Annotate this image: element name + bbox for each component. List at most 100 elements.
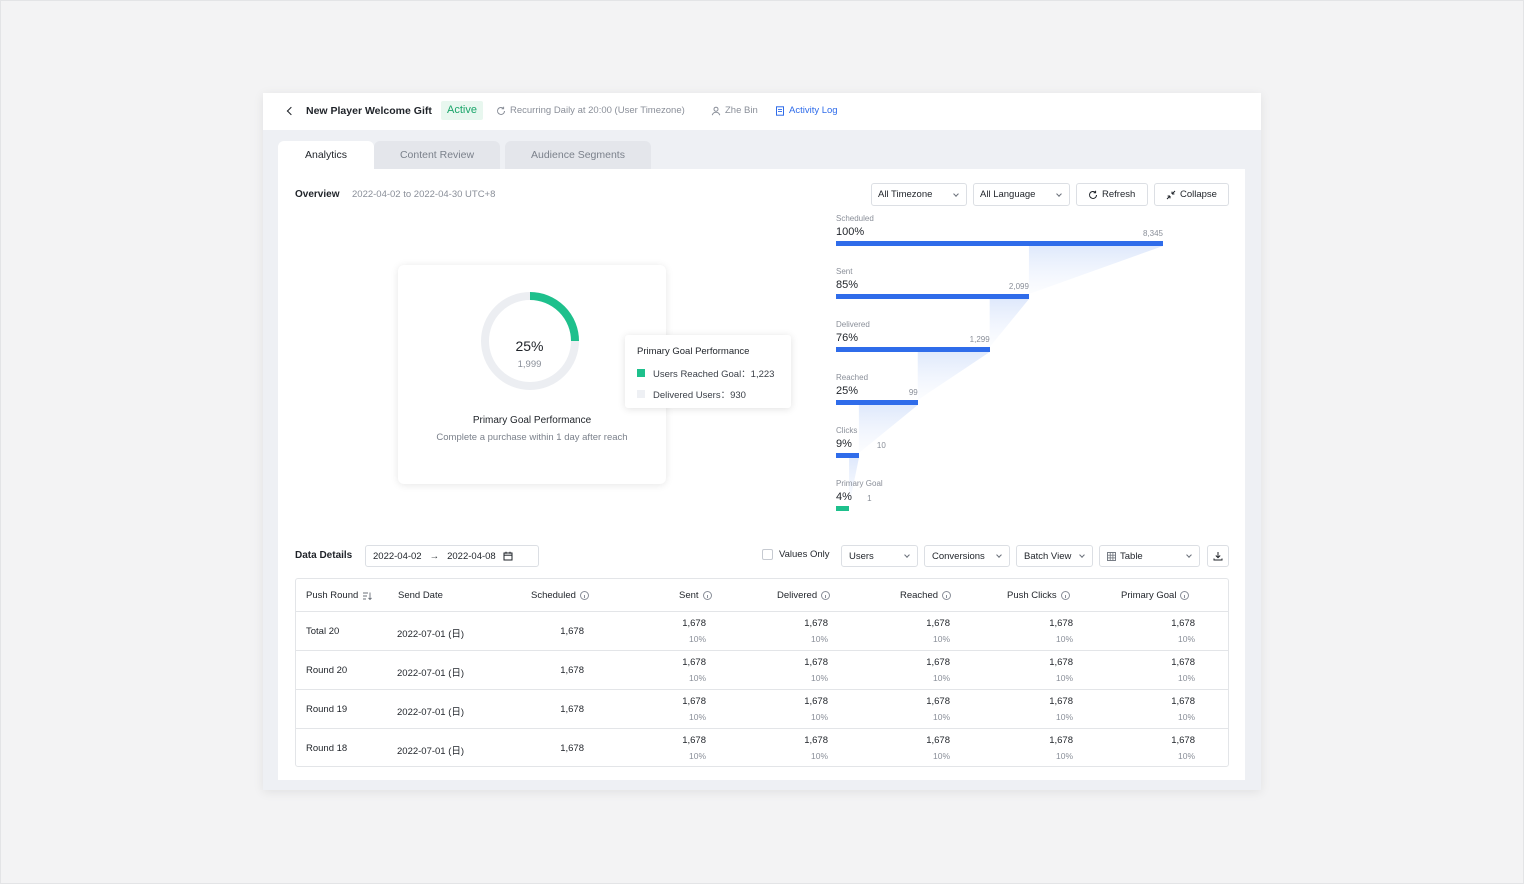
info-icon[interactable] — [1180, 591, 1190, 600]
cell-clicks-percent: 10% — [1055, 751, 1073, 761]
table-row[interactable]: Round 19 2022-07-01 (日) 1,678 1,678 10% 1,678… — [296, 690, 1228, 729]
cell-clicks-percent: 10% — [1055, 634, 1073, 644]
cell-push-round: Total 20 — [306, 626, 340, 637]
batch-view-select[interactable]: Batch View — [1016, 545, 1093, 567]
header-delivered-label: Delivered — [777, 590, 818, 601]
tab-audience-segments[interactable]: Audience Segments — [505, 141, 651, 169]
primary-goal-card: 25% 1,999 Primary Goal Performance Compl… — [398, 265, 666, 484]
cell-reached-value: 1,678 — [926, 618, 950, 629]
overview-range: 2022-04-02 to 2022-04-30 UTC+8 — [352, 189, 496, 200]
cell-push-round: Round 20 — [306, 665, 348, 676]
cell-clicks-percent: 10% — [1055, 712, 1073, 722]
funnel-stage-percent: 76% — [836, 332, 859, 344]
cell-delivered-percent: 10% — [810, 673, 828, 683]
values-only-checkbox[interactable] — [762, 549, 773, 560]
cell-scheduled: 1,678 — [560, 665, 584, 676]
sort-icon[interactable] — [362, 591, 373, 601]
cell-scheduled: 1,678 — [560, 626, 584, 637]
info-icon[interactable] — [942, 591, 952, 600]
language-select[interactable]: All Language — [973, 183, 1070, 206]
chevron-down-icon — [1056, 191, 1062, 197]
cell-sent-value: 1,678 — [682, 696, 706, 707]
view-mode-value: Table — [1120, 550, 1143, 562]
cell-sent-percent: 10% — [688, 673, 706, 683]
cell-sent-percent: 10% — [688, 634, 706, 644]
funnel-stage-label: Sent — [836, 267, 853, 276]
activity-log-link[interactable]: Activity Log — [775, 105, 838, 116]
cell-send-date: 2022-07-01 (日) — [397, 668, 465, 679]
cell-reached-percent: 10% — [932, 673, 950, 683]
header-push-clicks-label: Push Clicks — [1007, 590, 1057, 601]
legend-swatch-delivered — [637, 390, 645, 398]
cell-clicks-value: 1,678 — [1049, 618, 1073, 629]
cell-goal-percent: 10% — [1177, 634, 1195, 644]
download-button[interactable] — [1207, 545, 1229, 567]
header-send-date: Send Date — [398, 590, 443, 601]
table-row[interactable]: Round 18 2022-07-01 (日) 1,678 1,678 10% 1,678… — [296, 729, 1228, 766]
values-only-toggle[interactable]: Values Only — [762, 549, 830, 560]
calendar-icon — [503, 551, 513, 561]
collapse-icon — [1166, 190, 1176, 199]
timezone-value: All Timezone — [878, 189, 933, 200]
header-push-round-label: Push Round — [306, 590, 359, 601]
back-chevron-icon[interactable] — [285, 105, 297, 117]
chevron-down-icon — [1079, 552, 1085, 558]
funnel-stage-bar — [836, 400, 918, 405]
data-details-label: Data Details — [295, 550, 353, 561]
cell-send-date: 2022-07-01 (日) — [397, 746, 465, 757]
funnel-stage-bar — [836, 241, 1163, 246]
tab-content-review[interactable]: Content Review — [374, 141, 500, 169]
header-push-round[interactable]: Push Round — [306, 590, 373, 601]
conversions-value: Conversions — [932, 550, 985, 562]
cell-goal-value: 1,678 — [1171, 657, 1195, 668]
cell-delivered-value: 1,678 — [804, 735, 828, 746]
header-scheduled: Scheduled — [531, 590, 589, 601]
funnel-stage-percent: 25% — [836, 385, 859, 397]
campaign-title: New Player Welcome Gift — [306, 105, 432, 117]
refresh-button[interactable]: Refresh — [1076, 183, 1148, 206]
info-icon[interactable] — [1060, 591, 1070, 600]
cell-clicks-percent: 10% — [1055, 673, 1073, 683]
goal-tooltip: Primary Goal Performance Users Reached G… — [625, 335, 791, 408]
users-select[interactable]: Users — [841, 545, 918, 567]
activity-log-label: Activity Log — [789, 105, 838, 116]
date-start: 2022-04-02 — [373, 550, 422, 562]
cell-goal-percent: 10% — [1177, 673, 1195, 683]
tooltip-row-reached: Users Reached Goal：1,223 — [637, 366, 774, 380]
chevron-down-icon — [1186, 552, 1192, 558]
donut-arc-reached — [529, 292, 579, 342]
values-only-label: Values Only — [779, 549, 830, 560]
legend-swatch-reached — [637, 369, 645, 377]
campaign-header: New Player Welcome Gift Active Recurring… — [263, 93, 1261, 130]
cell-send-date: 2022-07-01 (日) — [397, 707, 465, 718]
view-mode-select[interactable]: Table — [1099, 545, 1200, 567]
date-range-picker[interactable]: 2022-04-02 → 2022-04-08 — [365, 545, 539, 567]
cell-push-round: Round 18 — [306, 743, 348, 754]
info-icon[interactable] — [579, 591, 589, 600]
tab-analytics[interactable]: Analytics — [278, 141, 374, 169]
cell-sent-value: 1,678 — [682, 735, 706, 746]
table-row[interactable]: Round 20 2022-07-01 (日) 1,678 1,678 10% 1,678… — [296, 651, 1228, 690]
cell-goal-value: 1,678 — [1171, 696, 1195, 707]
cell-reached-value: 1,678 — [926, 735, 950, 746]
funnel-background — [849, 246, 1163, 506]
document-icon — [776, 105, 784, 116]
chevron-down-icon — [996, 552, 1002, 558]
data-table: Push Round Send Date Scheduled Sent Deli… — [295, 578, 1229, 767]
language-value: All Language — [980, 189, 1036, 200]
collapse-button[interactable]: Collapse — [1154, 183, 1229, 206]
tooltip-title: Primary Goal Performance — [637, 346, 750, 357]
header-sent: Sent — [679, 590, 712, 601]
conversions-select[interactable]: Conversions — [924, 545, 1010, 567]
cell-scheduled: 1,678 — [560, 704, 584, 715]
info-icon[interactable] — [702, 591, 712, 600]
funnel-connector — [989, 299, 1029, 347]
timezone-select[interactable]: All Timezone — [871, 183, 967, 206]
table-row[interactable]: Total 20 2022-07-01 (日) 1,678 1,678 10% 1,678… — [296, 612, 1228, 651]
header-reached-label: Reached — [900, 590, 939, 601]
cell-delivered-percent: 10% — [810, 712, 828, 722]
funnel-stage-value: 1,299 — [969, 335, 990, 344]
header-scheduled-label: Scheduled — [531, 590, 576, 601]
goal-count: 1,999 — [517, 359, 542, 370]
info-icon[interactable] — [821, 591, 831, 600]
